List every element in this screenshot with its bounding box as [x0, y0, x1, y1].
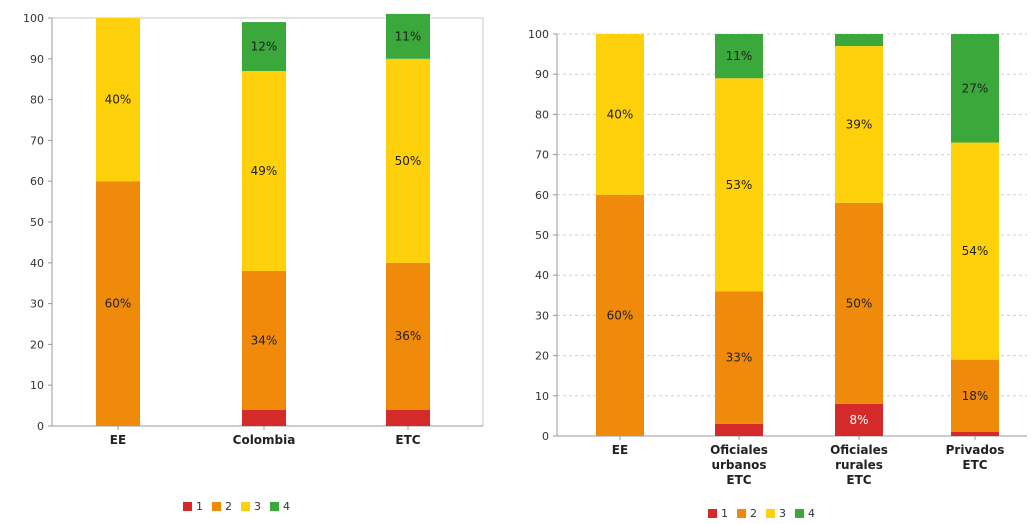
y-tick-label: 90	[535, 68, 549, 81]
y-tick-label: 70	[535, 149, 549, 162]
y-tick-label: 60	[535, 189, 549, 202]
y-tick-label: 90	[30, 53, 44, 66]
y-tick-label: 100	[528, 28, 549, 41]
legend-label-3: 3	[254, 500, 261, 513]
bar-segment-3	[951, 142, 999, 360]
bar-segment-3	[835, 46, 883, 203]
data-label: 33%	[726, 351, 753, 365]
y-tick-label: 20	[535, 350, 549, 363]
y-tick-label: 10	[30, 379, 44, 392]
y-tick-label: 50	[535, 229, 549, 242]
bar-segment-3	[596, 34, 644, 195]
chart-right-svg: 0 10 20 30 40 50 60 70 80 90 100 60% 40% EE 33% 53% 11% O…	[528, 28, 1027, 520]
bar-segment-2	[835, 202, 883, 404]
legend-label-1: 1	[196, 500, 203, 513]
legend-label-2: 2	[750, 507, 757, 520]
legend-swatch-2	[737, 509, 746, 518]
data-label: 12%	[251, 40, 278, 54]
bar-segment-2	[596, 194, 644, 436]
bar-segment-3	[242, 71, 286, 271]
bar-segment-3	[96, 18, 140, 182]
bar-segment-3	[715, 78, 763, 292]
y-tick-label: 80	[30, 94, 44, 107]
data-label: 11%	[395, 29, 422, 43]
data-label: 8%	[849, 413, 868, 427]
legend-label-4: 4	[808, 507, 815, 520]
data-label: 18%	[962, 389, 989, 403]
y-tick-label: 50	[30, 216, 44, 229]
data-label: 27%	[962, 81, 989, 95]
data-label: 60%	[607, 308, 634, 322]
bar-segment-1	[951, 431, 999, 436]
y-tick-label: 20	[30, 338, 44, 351]
data-label: 36%	[395, 329, 422, 343]
bar-segment-4	[715, 34, 763, 79]
y-tick-label: 0	[37, 420, 44, 433]
data-label: 40%	[607, 107, 634, 121]
bar-segment-3	[386, 58, 430, 263]
bar-segment-1	[242, 409, 286, 426]
legend-label-3: 3	[779, 507, 786, 520]
legend-swatch-3	[766, 509, 775, 518]
bar-segment-4	[835, 34, 883, 47]
chart-left-svg: 0 10 20 30 40 50 60 70 80 90 100 60% 40% EE 34% 49% 12% C…	[23, 12, 484, 513]
legend-label-4: 4	[283, 500, 290, 513]
bar-segment-1	[386, 409, 430, 426]
data-label: 11%	[726, 49, 753, 63]
legend-swatch-4	[270, 502, 279, 511]
data-label: 53%	[726, 178, 753, 192]
bar-segment-2	[96, 181, 140, 426]
data-label: 60%	[105, 297, 132, 311]
bar-segment-1	[715, 423, 763, 436]
y-tick-label: 40	[30, 257, 44, 270]
bar-segment-2	[715, 291, 763, 424]
bar-segment-4	[242, 22, 286, 72]
data-label: 50%	[395, 154, 422, 168]
bar-segment-2	[242, 270, 286, 410]
y-tick-label: 70	[30, 134, 44, 147]
chart-right: 0 10 20 30 40 50 60 70 80 90 100 60% 40% EE 33% 53% 11% O…	[498, 0, 1031, 524]
legend-label-2: 2	[225, 500, 232, 513]
y-tick-label: 30	[535, 309, 549, 322]
data-label: 49%	[251, 164, 278, 178]
bar-segment-1	[835, 403, 883, 436]
chart-left: 0 10 20 30 40 50 60 70 80 90 100 60% 40% EE 34% 49% 12% C…	[0, 0, 498, 524]
legend-swatch-1	[183, 502, 192, 511]
legend-swatch-3	[241, 502, 250, 511]
bar-segment-4	[951, 34, 999, 143]
x-tick-label: Privados ETC	[946, 443, 1005, 472]
y-tick-label: 100	[23, 12, 44, 25]
data-label: 34%	[251, 333, 278, 347]
data-label: 40%	[105, 93, 132, 107]
x-tick-label: ETC	[395, 433, 420, 447]
x-tick-label: EE	[612, 443, 628, 457]
legend-swatch-1	[708, 509, 717, 518]
x-tick-label: Colombia	[233, 433, 296, 447]
legend-label-1: 1	[721, 507, 728, 520]
x-tick-label: EE	[110, 433, 126, 447]
data-label: 39%	[846, 117, 873, 131]
x-tick-label: Oficiales urbanos ETC	[710, 443, 768, 487]
bar-segment-2	[386, 262, 430, 410]
y-tick-label: 0	[542, 430, 549, 443]
data-label: 50%	[846, 296, 873, 310]
y-tick-label: 60	[30, 175, 44, 188]
x-tick-label: Oficiales rurales ETC	[830, 443, 888, 487]
y-tick-label: 40	[535, 269, 549, 282]
data-label: 54%	[962, 244, 989, 258]
bar-segment-4	[386, 13, 430, 59]
legend-swatch-4	[795, 509, 804, 518]
y-tick-label: 10	[535, 390, 549, 403]
legend-swatch-2	[212, 502, 221, 511]
y-tick-label: 80	[535, 108, 549, 121]
y-tick-label: 30	[30, 298, 44, 311]
bar-segment-2	[951, 359, 999, 432]
